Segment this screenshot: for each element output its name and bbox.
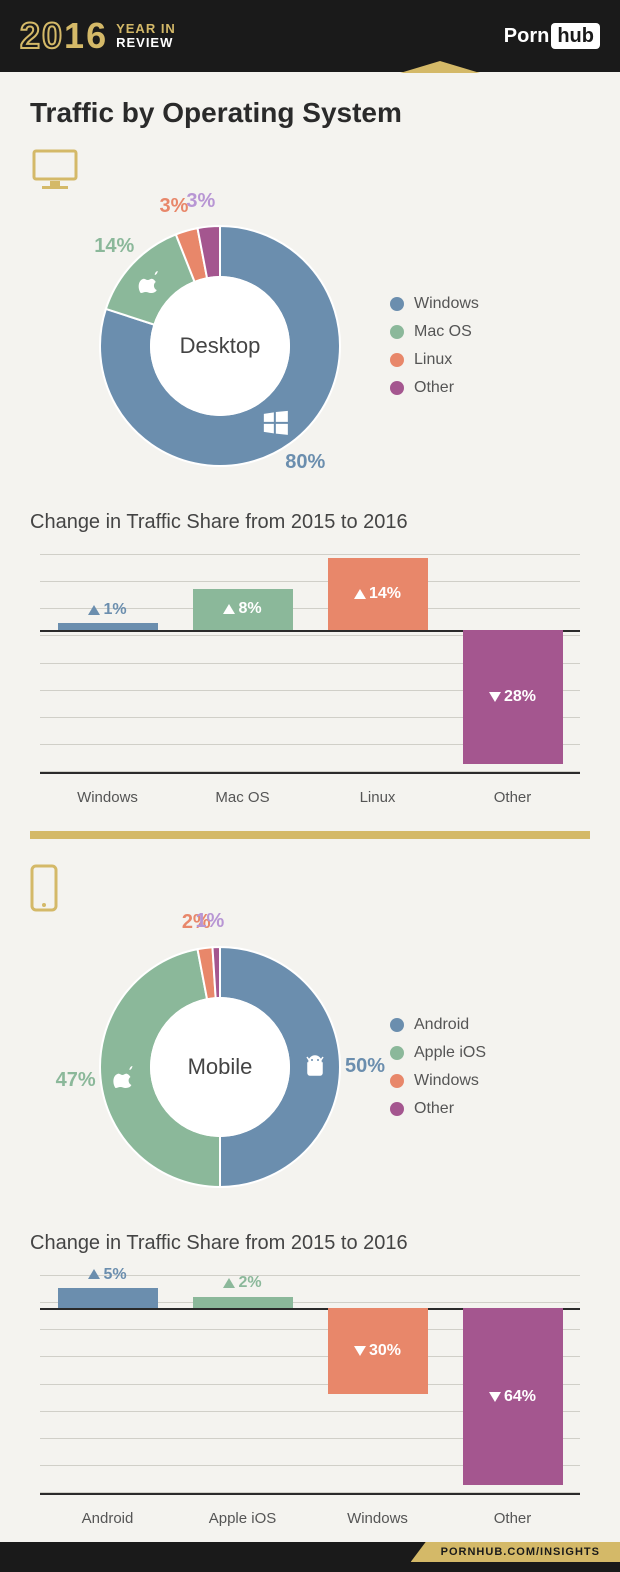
change-bar: 28%: [463, 630, 563, 765]
desktop-legend: Windows Mac OS Linux Other: [390, 285, 479, 407]
legend-item: Windows: [390, 1072, 486, 1090]
legend-item: Windows: [390, 295, 479, 313]
slice-pct-label: 47%: [56, 1069, 96, 1092]
desktop-donut-section: Desktop 80%14%3%3% WindowsMac OSLinuxOth…: [30, 206, 590, 486]
mobile-icon: [30, 864, 58, 912]
change-bar: [58, 1288, 158, 1308]
slice-pct-label: 14%: [94, 235, 134, 258]
header-tagline: YEAR IN REVIEW: [116, 22, 176, 51]
mobile-bar-labels: Android Apple iOS Windows Other: [40, 1510, 580, 1527]
bar-axis-label: Apple iOS: [193, 1510, 293, 1527]
slice-pct-label: 3%: [160, 195, 189, 218]
slice-pct-label: 50%: [345, 1055, 385, 1078]
change-bar: 14%: [328, 558, 428, 630]
legend-item: Mac OS: [390, 323, 479, 341]
desktop-bar-labels: Windows Mac OS Linux Other: [40, 789, 580, 806]
legend-item: Other: [390, 379, 479, 397]
desktop-change-title: Change in Traffic Share from 2015 to 201…: [30, 511, 590, 534]
brand-logo: Pornhub: [504, 25, 600, 48]
slice-pct-label: 3%: [186, 190, 215, 213]
change-bar: [58, 623, 158, 630]
bar-axis-label: Android: [58, 1510, 158, 1527]
footer: PORNHUB.COM/INSIGHTS: [0, 1542, 620, 1572]
change-bar: [193, 1297, 293, 1308]
desktop-icon: [30, 149, 80, 191]
bar-axis-label: Windows: [328, 1510, 428, 1527]
mobile-bar-chart: 5%2%30%64%: [40, 1275, 580, 1495]
change-bar: 8%: [193, 589, 293, 630]
bar-axis-label: Mac OS: [193, 789, 293, 806]
bar-axis-label: Windows: [58, 789, 158, 806]
legend-item: Android: [390, 1016, 486, 1034]
mobile-legend: Android Apple iOS Windows Other: [390, 1006, 486, 1128]
footer-url: PORNHUB.COM/INSIGHTS: [411, 1542, 620, 1562]
desktop-donut-center: Desktop: [150, 276, 290, 416]
slice-pct-label: 1%: [195, 910, 224, 933]
header-year: 2016: [20, 15, 108, 57]
mobile-donut-center: Mobile: [150, 997, 290, 1137]
page-title: Traffic by Operating System: [30, 97, 590, 129]
desktop-bar-chart: 1%8%14%28%: [40, 554, 580, 774]
mobile-change-title: Change in Traffic Share from 2015 to 201…: [30, 1232, 590, 1255]
slice-pct-label: 80%: [285, 451, 325, 474]
legend-item: Linux: [390, 351, 479, 369]
section-divider: [30, 831, 590, 839]
bar-axis-label: Other: [463, 1510, 563, 1527]
bar-axis-label: Other: [463, 789, 563, 806]
legend-item: Apple iOS: [390, 1044, 486, 1062]
change-bar: 64%: [463, 1308, 563, 1486]
header: 2016 YEAR IN REVIEW Pornhub: [0, 0, 620, 72]
change-bar: 30%: [328, 1308, 428, 1395]
mobile-donut-section: Mobile 50%47%2%1% AndroidApple iOSWindow…: [30, 927, 590, 1207]
bar-axis-label: Linux: [328, 789, 428, 806]
legend-item: Other: [390, 1100, 486, 1118]
